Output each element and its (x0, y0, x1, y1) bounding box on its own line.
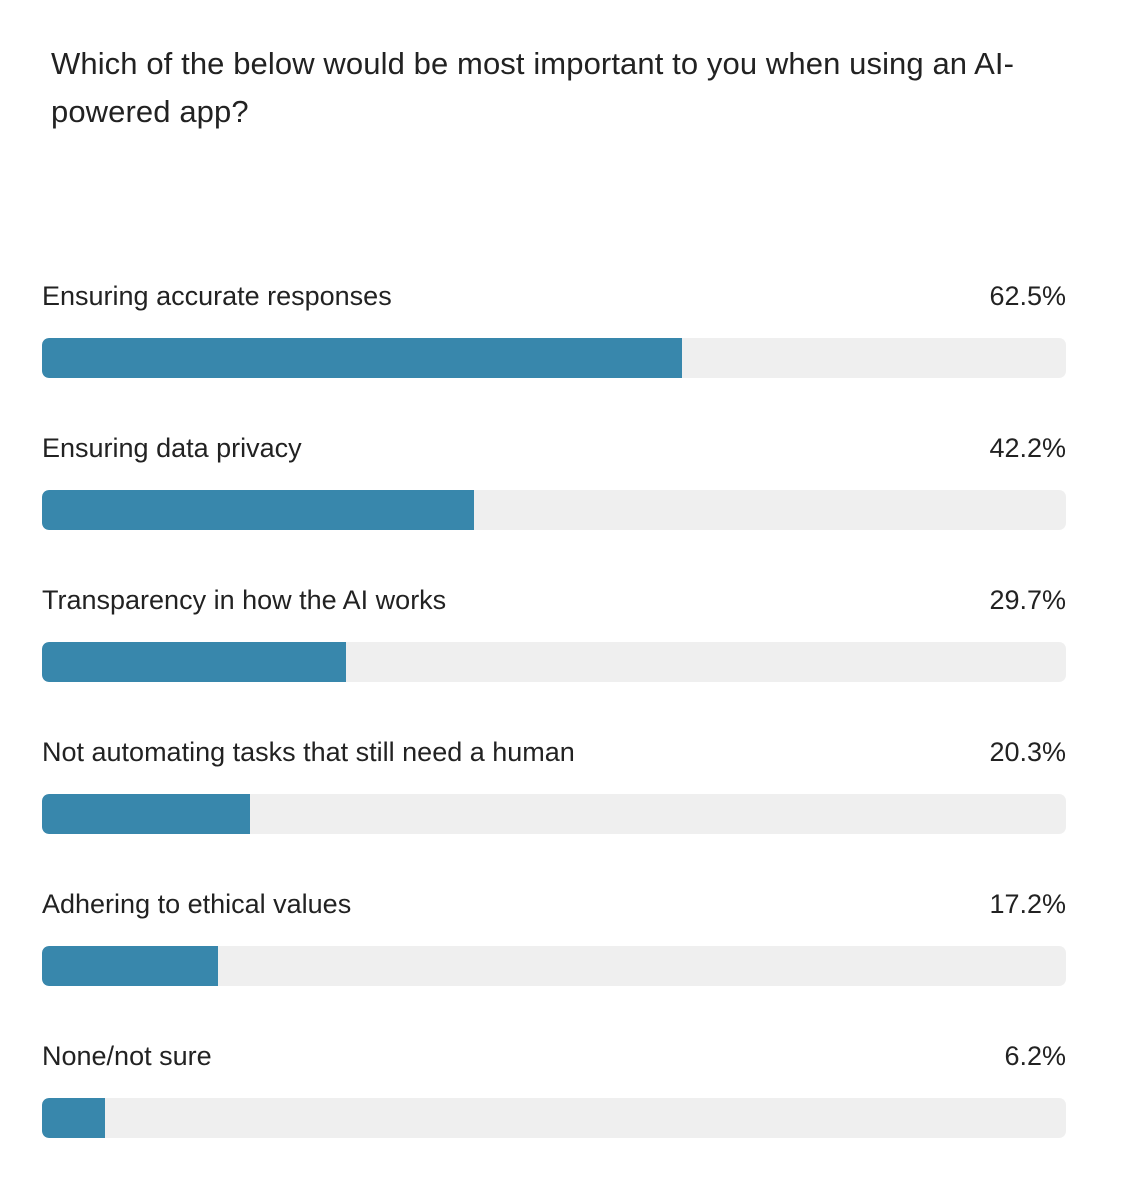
option-label: None/not sure (42, 1041, 212, 1071)
option-percentage: 62.5% (989, 281, 1066, 311)
poll-option: Not automating tasks that still need a h… (42, 728, 1066, 880)
poll-option: Ensuring accurate responses 62.5% (42, 272, 1066, 424)
poll-option: Adhering to ethical values 17.2% (42, 880, 1066, 1032)
poll-option: Ensuring data privacy 42.2% (42, 424, 1066, 576)
poll-option: None/not sure 6.2% (42, 1032, 1066, 1184)
option-percentage: 17.2% (989, 889, 1066, 919)
option-percentage: 29.7% (989, 585, 1066, 615)
poll-question: Which of the below would be most importa… (51, 46, 1015, 129)
option-label: Not automating tasks that still need a h… (42, 737, 575, 767)
bar-track (42, 1098, 1066, 1138)
option-label: Transparency in how the AI works (42, 585, 447, 615)
bar-track (42, 338, 1066, 378)
option-percentage: 42.2% (989, 433, 1066, 463)
bar-fill (42, 642, 347, 682)
bar-track (42, 946, 1066, 986)
bar-fill (42, 1098, 106, 1138)
option-label: Adhering to ethical values (42, 889, 352, 919)
poll-options-list: Ensuring accurate responses 62.5% Ensuring… (42, 272, 1066, 1184)
option-label: Ensuring data privacy (42, 433, 302, 463)
bar-track (42, 490, 1066, 530)
bar-fill (42, 338, 682, 378)
bar-track (42, 642, 1066, 682)
option-label: Ensuring accurate responses (42, 281, 392, 311)
bar-fill (42, 490, 475, 530)
bar-fill (42, 946, 219, 986)
option-percentage: 20.3% (989, 737, 1066, 767)
option-percentage: 6.2% (1004, 1041, 1066, 1071)
bar-fill (42, 794, 250, 834)
bar-track (42, 794, 1066, 834)
poll-option: Transparency in how the AI works 29.7% (42, 576, 1066, 728)
